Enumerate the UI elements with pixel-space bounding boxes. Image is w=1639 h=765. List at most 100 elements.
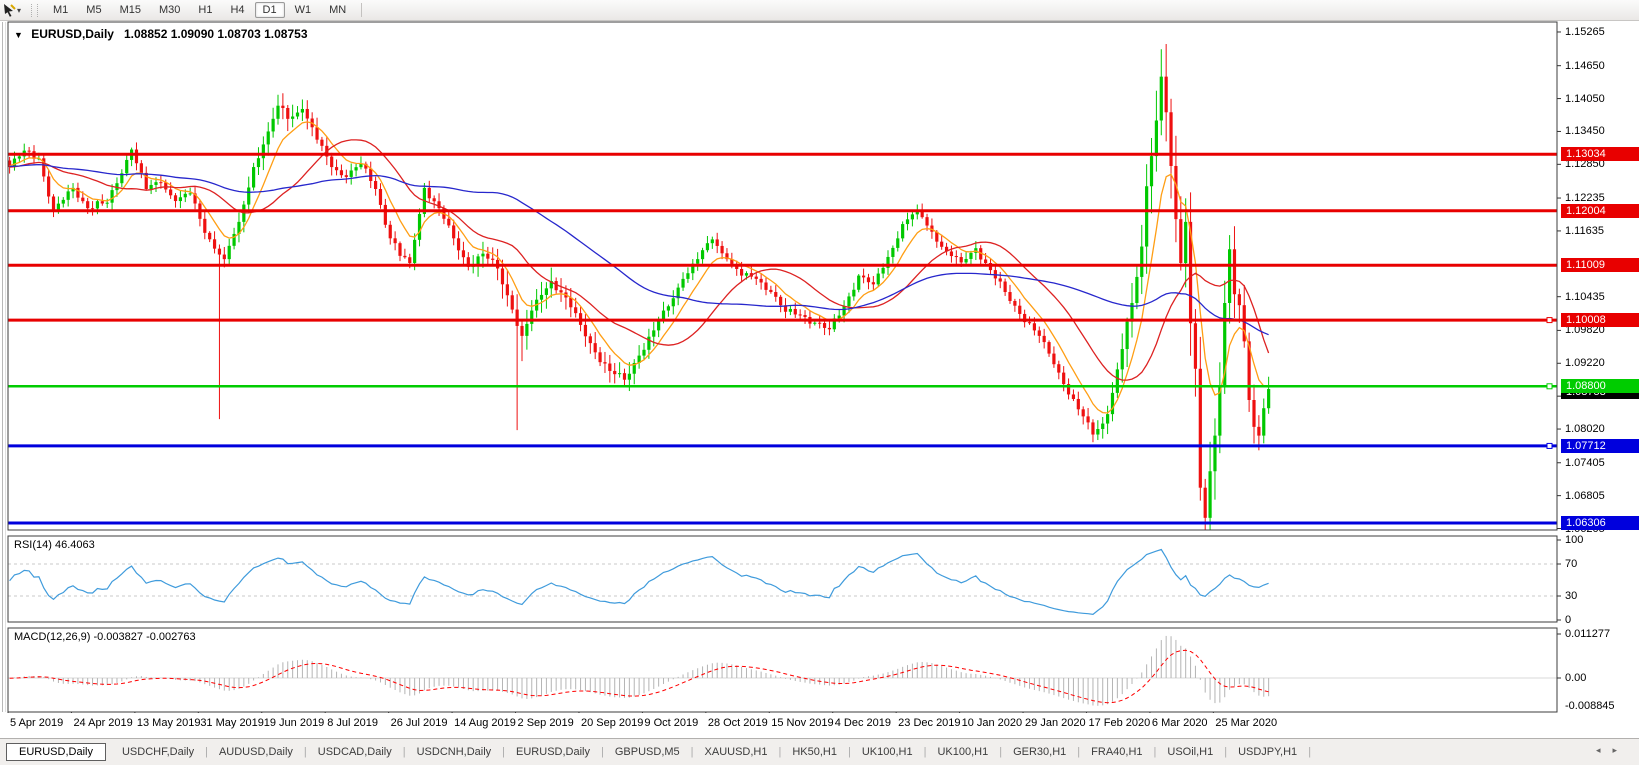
tab-separator: | [847,746,851,758]
chart-tab-audusd-daily[interactable]: AUDUSD,Daily [218,746,293,758]
timeframe-button-d1[interactable]: D1 [254,2,285,18]
date-tick-label: 4 Dec 2019 [834,717,891,729]
price-axis-tick: 1.12235 [1565,192,1605,205]
tab-separator: | [402,746,406,758]
price-axis-tick: 1.10435 [1565,290,1605,303]
chart-tab-eurusd-daily[interactable]: EURUSD,Daily [6,743,106,761]
cursor-tool-icon[interactable] [2,3,16,17]
rsi-axis-tick: 100 [1565,534,1584,546]
toolbar-grip[interactable] [31,3,39,17]
date-tick-label: 17 Feb 2020 [1088,717,1151,729]
level-price-label: 1.07712 [1561,438,1639,453]
chart-tab-fra40-h1[interactable]: FRA40,H1 [1091,746,1143,758]
rsi-axis-tick: 30 [1565,590,1578,602]
chart-tab-gbpusd-m5[interactable]: GBPUSD,M5 [614,746,680,758]
tab-separator: | [1153,746,1157,758]
date-axis: 5 Apr 2019 24 Apr 2019 13 May 2019 31 May 2… [0,713,1556,738]
timeframe-button-m1[interactable]: M1 [53,4,69,16]
chart-tab-uk100-h1[interactable]: UK100,H1 [937,746,989,758]
date-tick-label: 25 Mar 2020 [1215,717,1278,729]
ma-sma-55 [9,163,1269,336]
date-tick-label: 28 Oct 2019 [707,717,768,729]
price-axis-tick: 1.15265 [1565,25,1605,38]
tab-scroll-right-icon[interactable]: ▸ [1612,745,1629,755]
tab-scroll-arrows: ◂▸ [1596,745,1629,756]
rsi-panel [8,536,1557,622]
timeframe-button-w1[interactable]: W1 [294,4,312,16]
top-toolbar: ▾ M1 M5 M15 M30 H1 H4 D1 W1 MN [0,0,1639,21]
level-price-label: 1.12004 [1561,203,1639,218]
macd-axis-tick: -0.008845 [1565,700,1615,712]
price-axis-tick: 1.14050 [1565,92,1605,105]
chart-symbol-label: EURUSD,Daily [31,27,114,41]
date-tick-label: 29 Jan 2020 [1025,717,1086,729]
date-tick-label: 23 Dec 2019 [898,717,961,729]
tab-separator: | [502,746,506,758]
timeframe-button-mn[interactable]: MN [329,4,347,16]
tab-separator: | [205,746,208,758]
tab-separator: | [303,746,307,758]
collapse-arrow-icon[interactable]: ▼ [14,30,23,40]
candles [8,44,1271,530]
date-tick-label: 15 Nov 2019 [771,717,834,729]
main-panel [8,22,1557,530]
macd-histogram [9,635,1270,706]
level-price-label: 1.13034 [1561,147,1639,162]
price-axis-tick: 1.09820 [1565,324,1605,337]
price-axis-tick: 1.06805 [1565,489,1605,502]
tab-separator: | [778,746,782,758]
price-axis-tick: 1.12850 [1565,158,1605,171]
macd-indicator-label: MACD(12,26,9) -0.003827 -0.002763 [14,631,196,643]
macd-signal-line [9,649,1269,704]
tab-separator: | [1224,746,1228,758]
rsi-indicator-label: RSI(14) 46.4063 [14,539,95,551]
price-axis-tick: 1.07405 [1565,456,1605,469]
tab-separator: | [1308,746,1312,758]
tab-separator: | [1077,746,1081,758]
chart-tab-usoil-h1[interactable]: USOil,H1 [1167,746,1214,758]
chart-tab-usdcad-daily[interactable]: USDCAD,Daily [317,746,392,758]
price-axis-tick: 1.11635 [1565,224,1604,237]
timeframe-button-h1[interactable]: H1 [198,4,213,16]
date-tick-label: 10 Jan 2020 [961,717,1023,729]
level-price-label: 1.08800 [1561,379,1639,394]
chart-tab-usdcnh-daily[interactable]: USDCNH,Daily [416,746,492,758]
tab-scroll-left-icon[interactable]: ◂ [1595,745,1613,755]
timeframe-button-m30[interactable]: M30 [158,4,181,16]
date-tick-label: 5 Apr 2019 [10,717,64,729]
tab-separator: | [601,746,604,758]
chart-tab-uk100-h1[interactable]: UK100,H1 [861,746,913,758]
ma-ema-8 [9,121,1269,414]
date-tick-label: 31 May 2019 [200,717,264,729]
timeframe-button-m15[interactable]: M15 [119,4,141,16]
rsi-axis-tick: 0 [1565,614,1572,626]
cursor-tool-caret-icon[interactable]: ▾ [17,5,22,15]
rsi-line [9,548,1269,616]
toolbar-separator [361,3,363,17]
macd-axis-tick: 0.011277 [1565,628,1611,640]
price-axis-tick: 1.09220 [1565,357,1605,370]
level-price-label: 1.11009 [1561,258,1639,273]
chart-header: ▼ EURUSD,Daily 1.08852 1.09090 1.08703 1… [14,27,308,41]
date-tick-label: 26 Jul 2019 [390,717,448,729]
chart-ohlc-values: 1.08852 1.09090 1.08703 1.08753 [123,27,308,41]
date-tick-label: 20 Sep 2019 [580,717,644,729]
date-tick-label: 8 Jul 2019 [327,717,378,729]
chart-tab-eurusd-daily[interactable]: EURUSD,Daily [516,746,590,758]
tab-separator: | [690,746,694,758]
chart-tab-hk50-h1[interactable]: HK50,H1 [792,746,837,758]
timeframe-button-m5[interactable]: M5 [86,4,102,16]
chart-tab-ger30-h1[interactable]: GER30,H1 [1013,746,1067,758]
level-price-label: 1.10008 [1561,313,1639,328]
rsi-axis-tick: 70 [1565,558,1578,570]
chart-tab-usdjpy-h1[interactable]: USDJPY,H1 [1238,746,1298,758]
macd-panel [8,628,1557,712]
chart-tab-usdchf-daily[interactable]: USDCHF,Daily [121,746,195,758]
date-tick-label: 2 Sep 2019 [517,717,574,729]
chart-tab-xauusd-h1[interactable]: XAUUSD,H1 [704,746,768,758]
date-tick-label: 24 Apr 2019 [73,717,133,729]
level-price-label: 1.06306 [1561,515,1639,530]
price-axis-tick: 1.13450 [1565,125,1605,138]
timeframe-button-h4[interactable]: H4 [230,4,245,16]
